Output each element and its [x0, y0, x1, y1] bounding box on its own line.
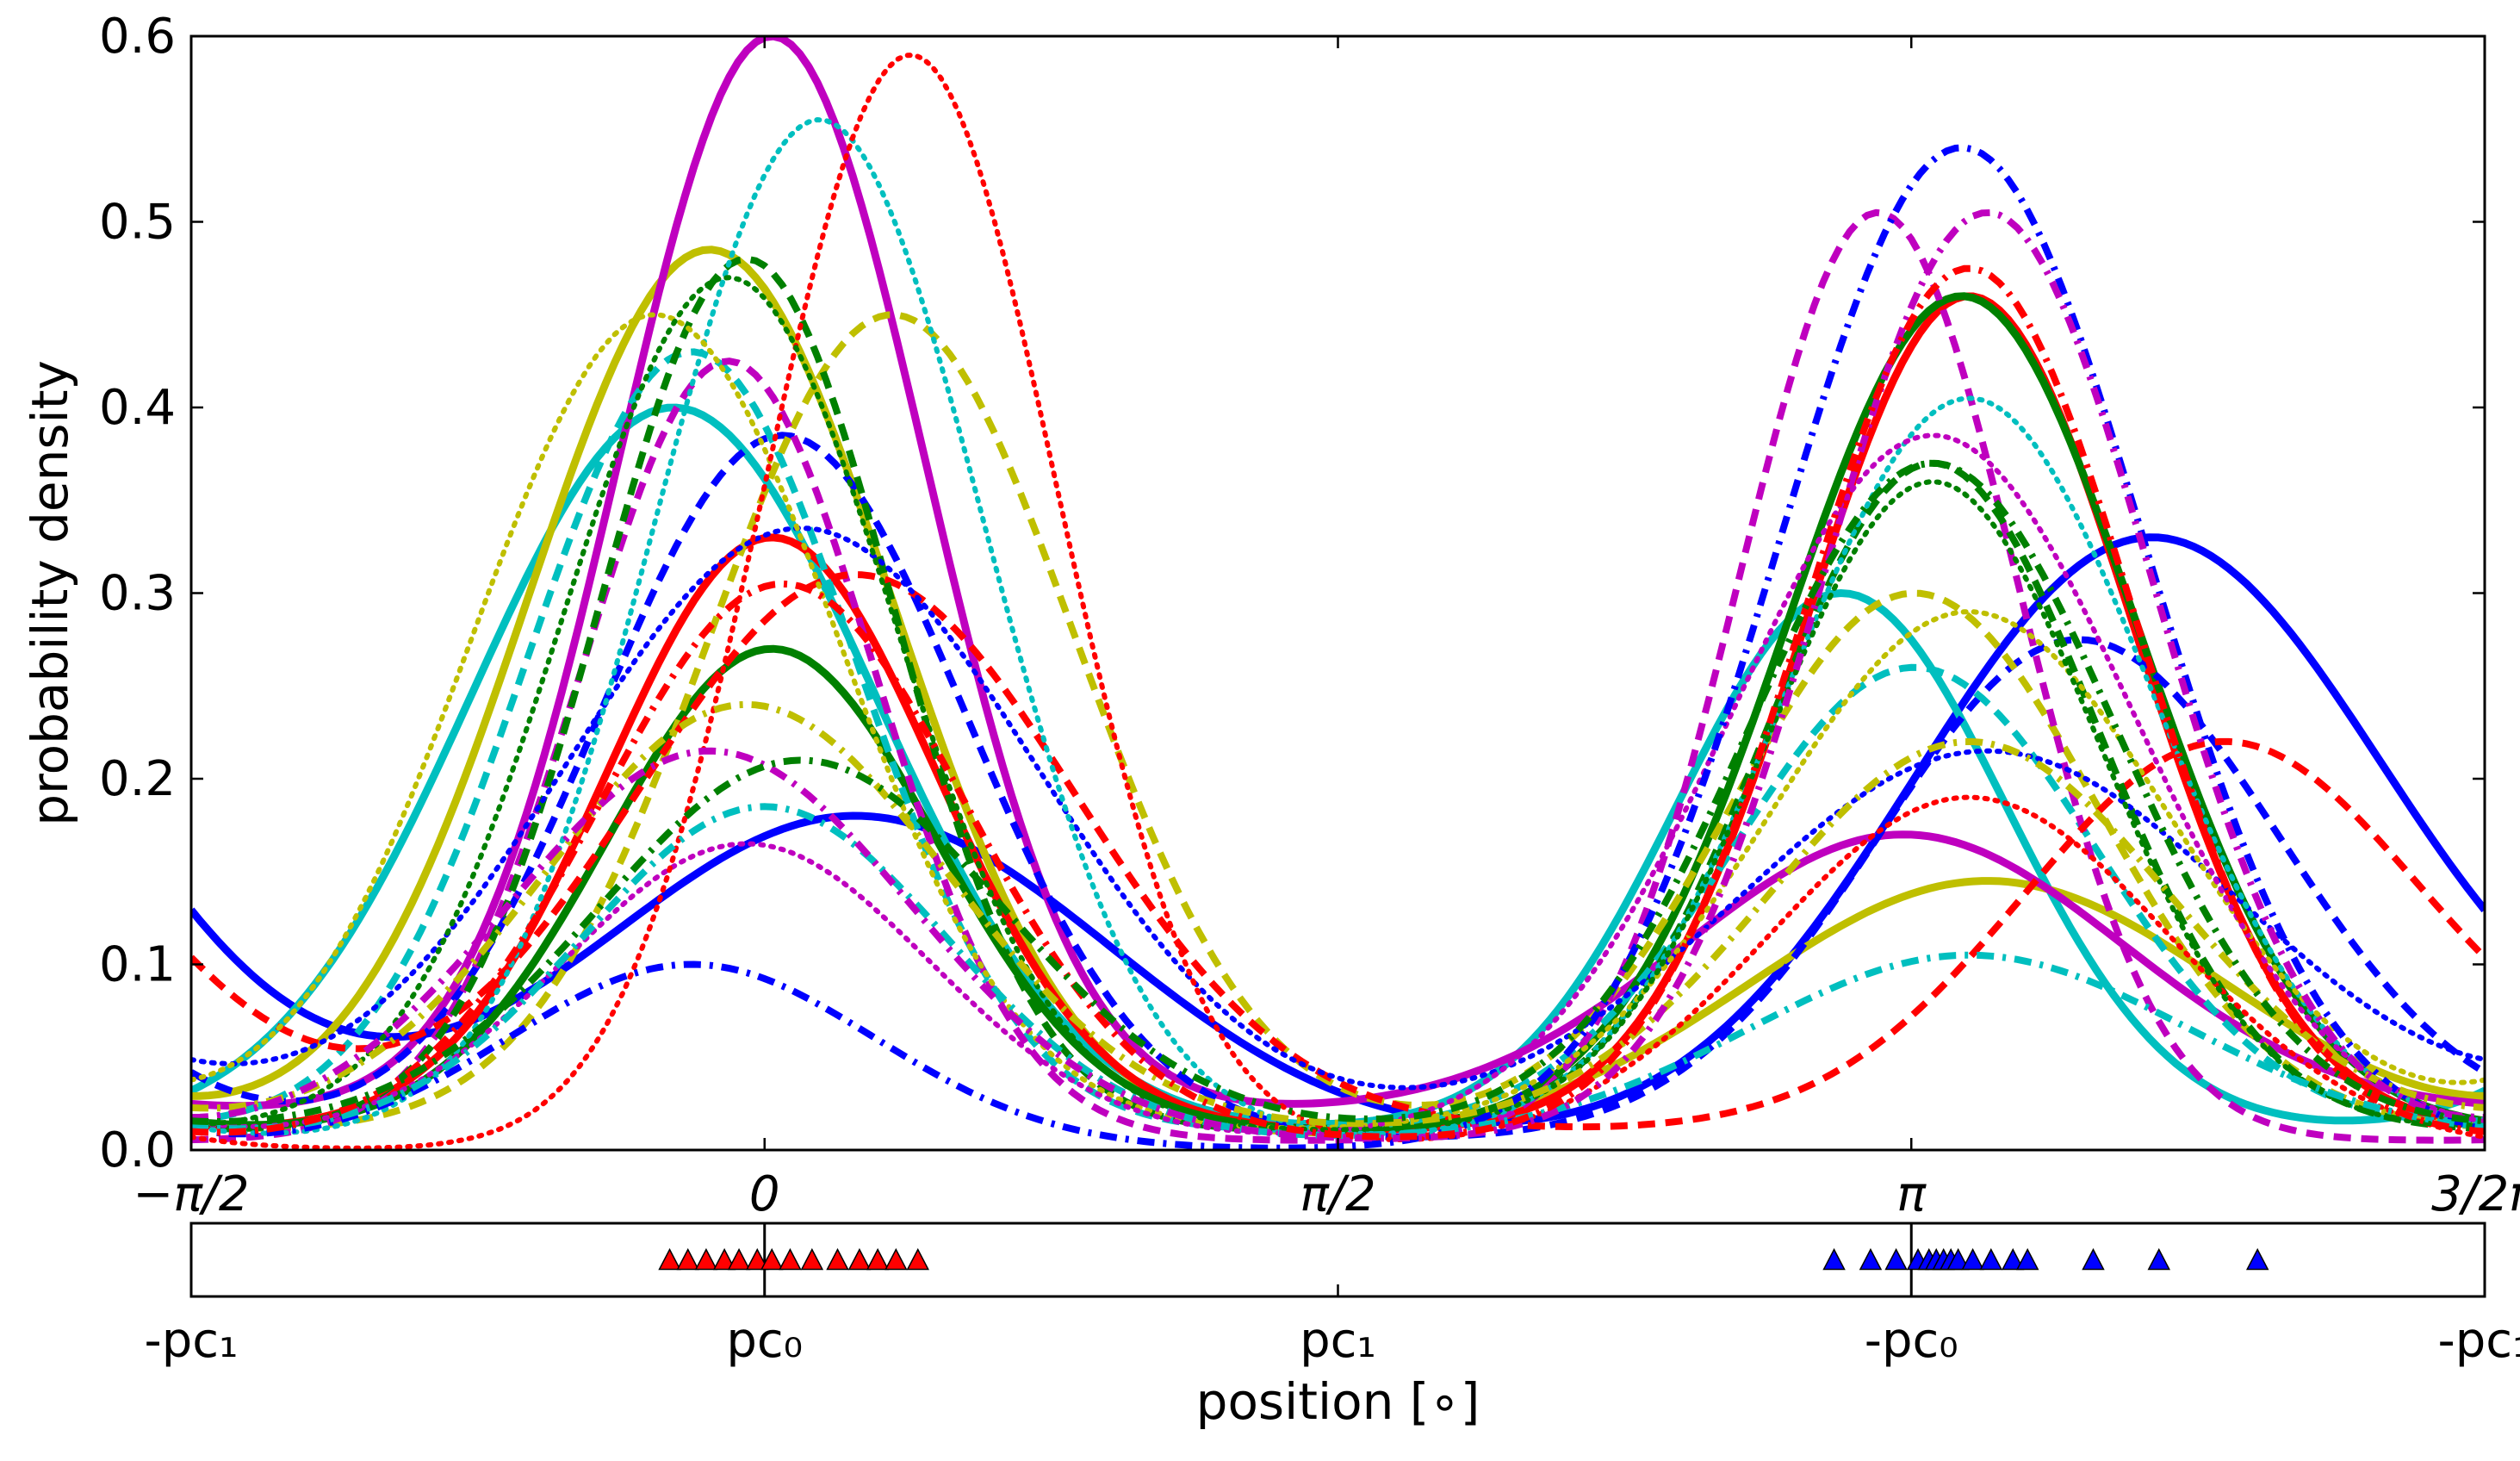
x-axis-label: position [∘] [1196, 1372, 1480, 1431]
strip-x-tick-label: pc₀ [726, 1313, 803, 1369]
y-tick-label: 0.3 [99, 566, 176, 622]
y-tick-label: 0.5 [99, 195, 176, 251]
y-tick-label: 0.6 [99, 9, 176, 65]
y-axis-label: probability density [21, 360, 79, 826]
x-tick-label: π [1896, 1166, 1927, 1222]
strip-x-tick-label: -pc₀ [1865, 1313, 1958, 1369]
x-tick-label: −π/2 [133, 1166, 249, 1222]
y-tick-label: 0.1 [99, 937, 176, 993]
x-tick-label: π/2 [1300, 1166, 1375, 1222]
strip-x-tick-label: pc₁ [1300, 1313, 1376, 1369]
x-tick-label: 0 [749, 1166, 780, 1222]
y-tick-label: 0.2 [99, 751, 176, 807]
x-tick-label: 3/2π [2431, 1166, 2520, 1222]
strip-x-tick-label: -pc₁ [2438, 1313, 2520, 1369]
strip-x-tick-label: -pc₁ [145, 1313, 239, 1369]
y-tick-label: 0.4 [99, 380, 176, 436]
